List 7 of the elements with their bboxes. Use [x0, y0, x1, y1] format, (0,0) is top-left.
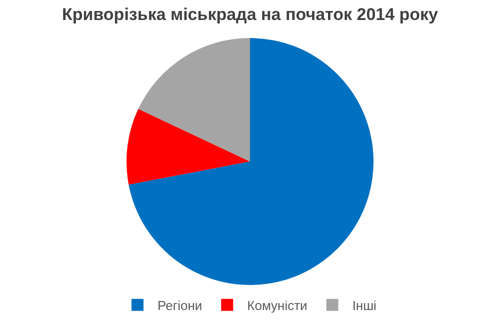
pie-slice	[128, 38, 374, 285]
pie-slice	[138, 38, 250, 162]
pie-slice	[126, 108, 250, 185]
legend-label: Регіони	[158, 298, 202, 313]
chart-title: Криворізька міськрада на початок 2014 року	[62, 5, 439, 24]
legend-label: Комуністи	[247, 298, 308, 313]
legend-label: Інші	[352, 298, 377, 313]
